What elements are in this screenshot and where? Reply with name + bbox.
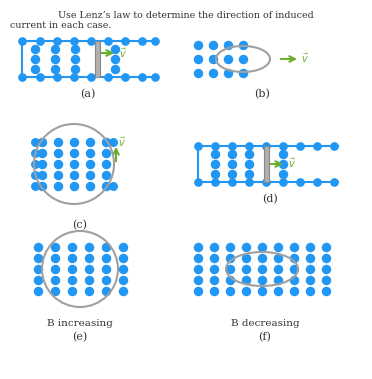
Text: B decreasing: B decreasing [231,319,299,328]
Bar [263,146,269,182]
Text: (d): (d) [262,194,278,204]
Bar [94,41,99,77]
Text: (b): (b) [254,89,270,99]
Text: current in each case.: current in each case. [10,21,111,30]
Text: $\vec{v}$: $\vec{v}$ [288,156,296,170]
Text: $\vec{v}$: $\vec{v}$ [301,51,309,65]
Text: $\vec{v}$: $\vec{v}$ [119,46,127,60]
Text: B increasing: B increasing [47,319,113,328]
Text: (a): (a) [80,89,96,99]
Text: (e): (e) [73,332,88,342]
Text: Use Lenz’s law to determine the direction of induced: Use Lenz’s law to determine the directio… [58,11,314,20]
Text: $\vec{v}$: $\vec{v}$ [118,135,126,149]
Text: (c): (c) [73,220,87,230]
Text: (f): (f) [259,332,272,342]
